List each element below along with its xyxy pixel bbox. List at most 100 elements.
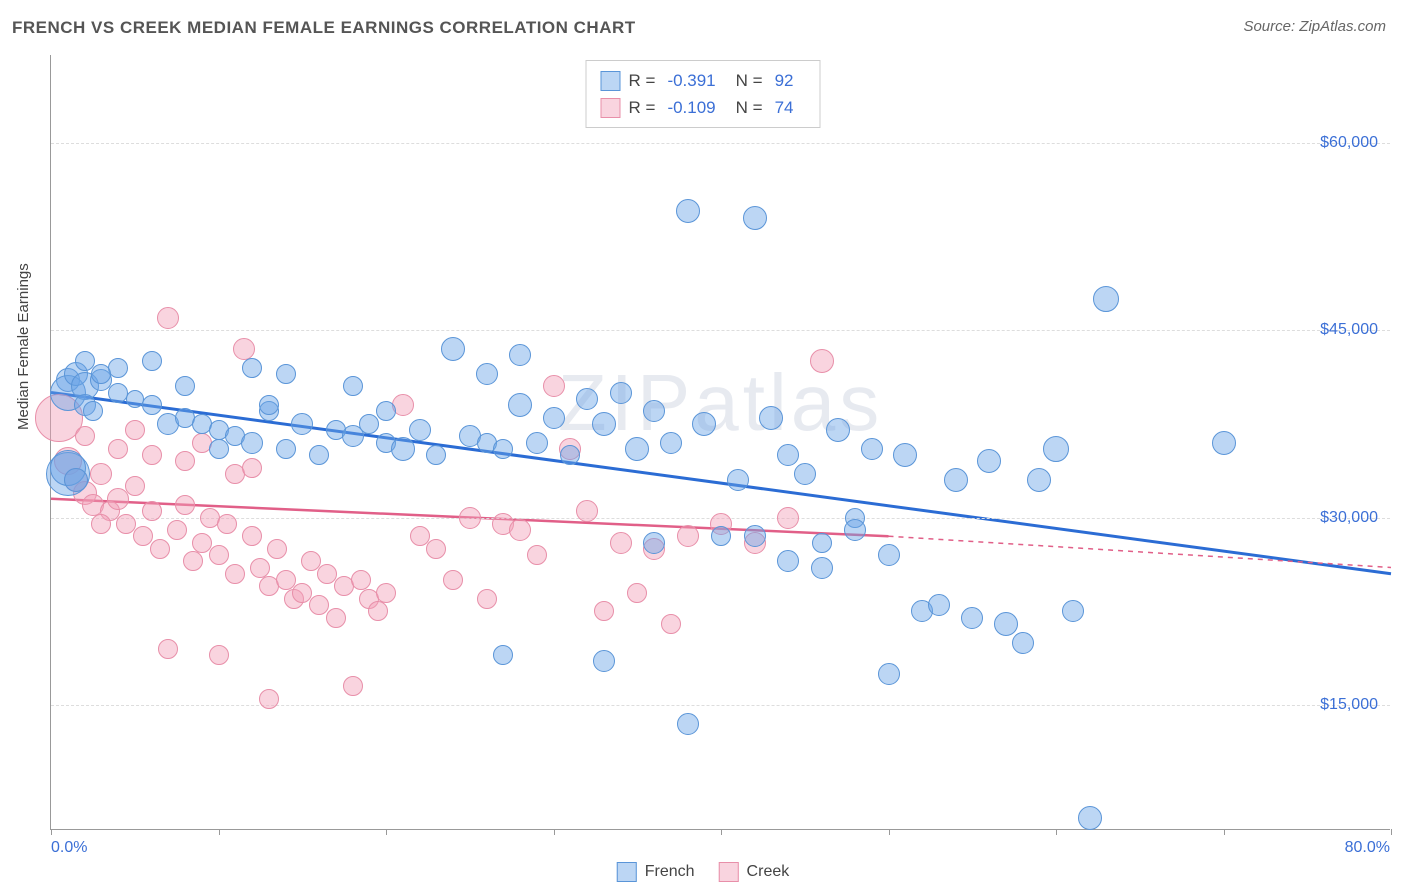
french-point <box>994 612 1018 636</box>
creek-point <box>75 426 95 446</box>
french-point <box>1212 431 1236 455</box>
y-tick-label: $60,000 <box>1320 134 1378 152</box>
french-point <box>291 413 313 435</box>
creek-point <box>175 451 195 471</box>
creek-point <box>250 558 270 578</box>
french-point <box>878 663 900 685</box>
gridline <box>51 330 1390 331</box>
french-point <box>441 337 465 361</box>
x-max-label: 80.0% <box>1345 839 1390 857</box>
french-point <box>844 519 866 541</box>
creek-point <box>157 307 179 329</box>
french-point <box>944 468 968 492</box>
french-point <box>576 388 598 410</box>
x-tick-mark <box>1391 829 1392 835</box>
french-point <box>610 382 632 404</box>
creek-point <box>233 338 255 360</box>
creek-point <box>183 551 203 571</box>
french-point <box>878 544 900 566</box>
legend-r-value-creek: -0.109 <box>667 94 715 121</box>
creek-point <box>209 545 229 565</box>
french-point <box>643 532 665 554</box>
french-point <box>391 437 415 461</box>
series-legend: French Creek <box>617 862 789 882</box>
creek-point <box>175 495 195 515</box>
x-tick-mark <box>1056 829 1057 835</box>
swatch-french <box>601 71 621 91</box>
correlation-legend: R = -0.391 N = 92 R = -0.109 N = 74 <box>586 60 821 128</box>
french-point <box>812 533 832 553</box>
x-tick-mark <box>721 829 722 835</box>
french-point <box>508 393 532 417</box>
french-point <box>727 469 749 491</box>
french-point <box>560 445 580 465</box>
creek-point <box>259 689 279 709</box>
creek-point <box>677 525 699 547</box>
french-point <box>977 449 1001 473</box>
creek-point <box>326 608 346 628</box>
y-tick-label: $45,000 <box>1320 321 1378 339</box>
french-point <box>476 363 498 385</box>
french-point <box>743 206 767 230</box>
legend-row-french: R = -0.391 N = 92 <box>601 67 806 94</box>
french-point <box>961 607 983 629</box>
creek-point <box>376 583 396 603</box>
french-point <box>376 401 396 421</box>
plot-area: ZIPatlas $15,000$30,000$45,000$60,0000.0… <box>50 55 1390 830</box>
french-point <box>826 418 850 442</box>
creek-point <box>627 583 647 603</box>
french-point <box>1062 600 1084 622</box>
creek-point <box>267 539 287 559</box>
legend-label-french: French <box>645 863 695 881</box>
french-point <box>242 358 262 378</box>
french-point <box>1078 806 1102 830</box>
creek-point <box>242 458 262 478</box>
creek-point <box>90 463 112 485</box>
french-point <box>1093 286 1119 312</box>
french-point <box>142 395 162 415</box>
french-point <box>677 713 699 735</box>
legend-n-label: N = <box>736 94 763 121</box>
french-point <box>526 432 548 454</box>
french-point <box>343 376 363 396</box>
french-point <box>1027 468 1051 492</box>
french-point <box>309 445 329 465</box>
creek-point <box>158 639 178 659</box>
french-point <box>660 432 682 454</box>
creek-point <box>125 476 145 496</box>
swatch-creek <box>719 862 739 882</box>
source-attribution: Source: ZipAtlas.com <box>1243 18 1386 35</box>
french-point <box>777 444 799 466</box>
creek-point <box>459 507 481 529</box>
creek-point <box>594 601 614 621</box>
creek-point <box>576 500 598 522</box>
legend-r-value-french: -0.391 <box>667 67 715 94</box>
french-point <box>625 437 649 461</box>
creek-point <box>209 645 229 665</box>
french-point <box>142 351 162 371</box>
french-point <box>64 468 88 492</box>
french-point <box>409 419 431 441</box>
trend-line <box>51 393 1391 574</box>
creek-point <box>509 519 531 541</box>
trend-line <box>889 536 1392 567</box>
french-point <box>861 438 883 460</box>
gridline <box>51 705 1390 706</box>
x-tick-mark <box>219 829 220 835</box>
french-point <box>759 406 783 430</box>
french-point <box>893 443 917 467</box>
creek-point <box>777 507 799 529</box>
french-point <box>493 439 513 459</box>
x-tick-mark <box>889 829 890 835</box>
creek-point <box>217 514 237 534</box>
french-point <box>543 407 565 429</box>
legend-row-creek: R = -0.109 N = 74 <box>601 94 806 121</box>
french-point <box>928 594 950 616</box>
french-point <box>209 439 229 459</box>
french-point <box>592 412 616 436</box>
creek-point <box>426 539 446 559</box>
french-point <box>241 432 263 454</box>
x-tick-mark <box>386 829 387 835</box>
x-min-label: 0.0% <box>51 839 87 857</box>
y-axis-label: Median Female Earnings <box>15 263 32 430</box>
